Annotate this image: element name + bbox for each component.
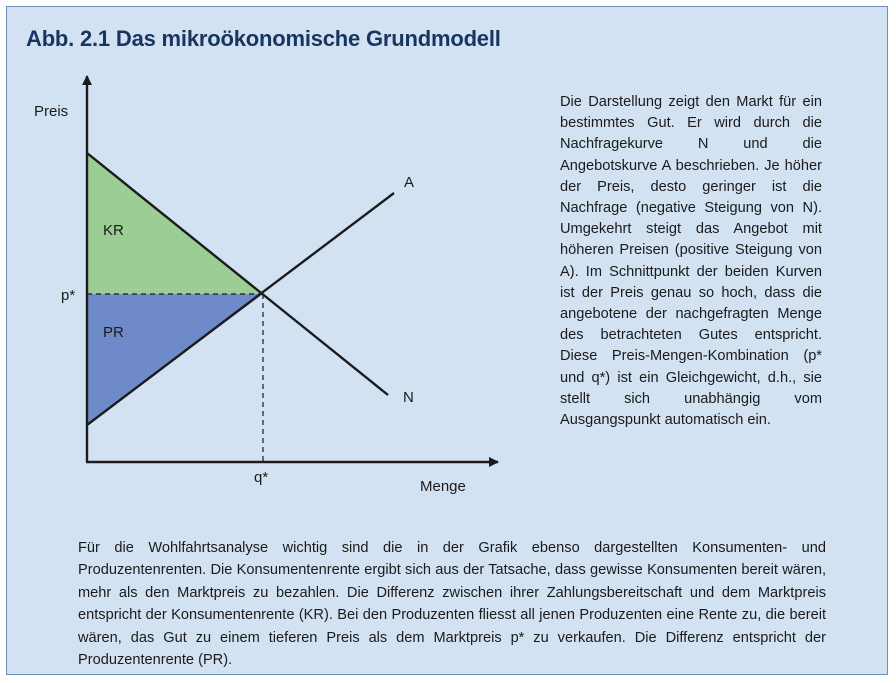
equilibrium-price-label: p* — [61, 287, 75, 304]
equilibrium-quantity-label: q* — [254, 469, 268, 486]
supply-curve — [86, 192, 395, 426]
figure-title: Abb. 2.1 Das mikroökonomische Grundmodel… — [26, 26, 501, 51]
description-text: Die Darstellung zeigt den Markt für ein … — [560, 94, 822, 429]
x-axis-label: Menge — [420, 478, 466, 495]
consumer-surplus-label: KR — [103, 222, 124, 239]
welfare-analysis-text: Für die Wohlfahrtsanalyse wichtig sind d… — [78, 540, 826, 669]
supply-curve-label: A — [404, 174, 414, 191]
y-axis-label: Preis — [34, 103, 68, 120]
demand-curve-label: N — [403, 389, 414, 406]
demand-curve — [86, 152, 389, 396]
producer-surplus-label: PR — [103, 324, 124, 341]
